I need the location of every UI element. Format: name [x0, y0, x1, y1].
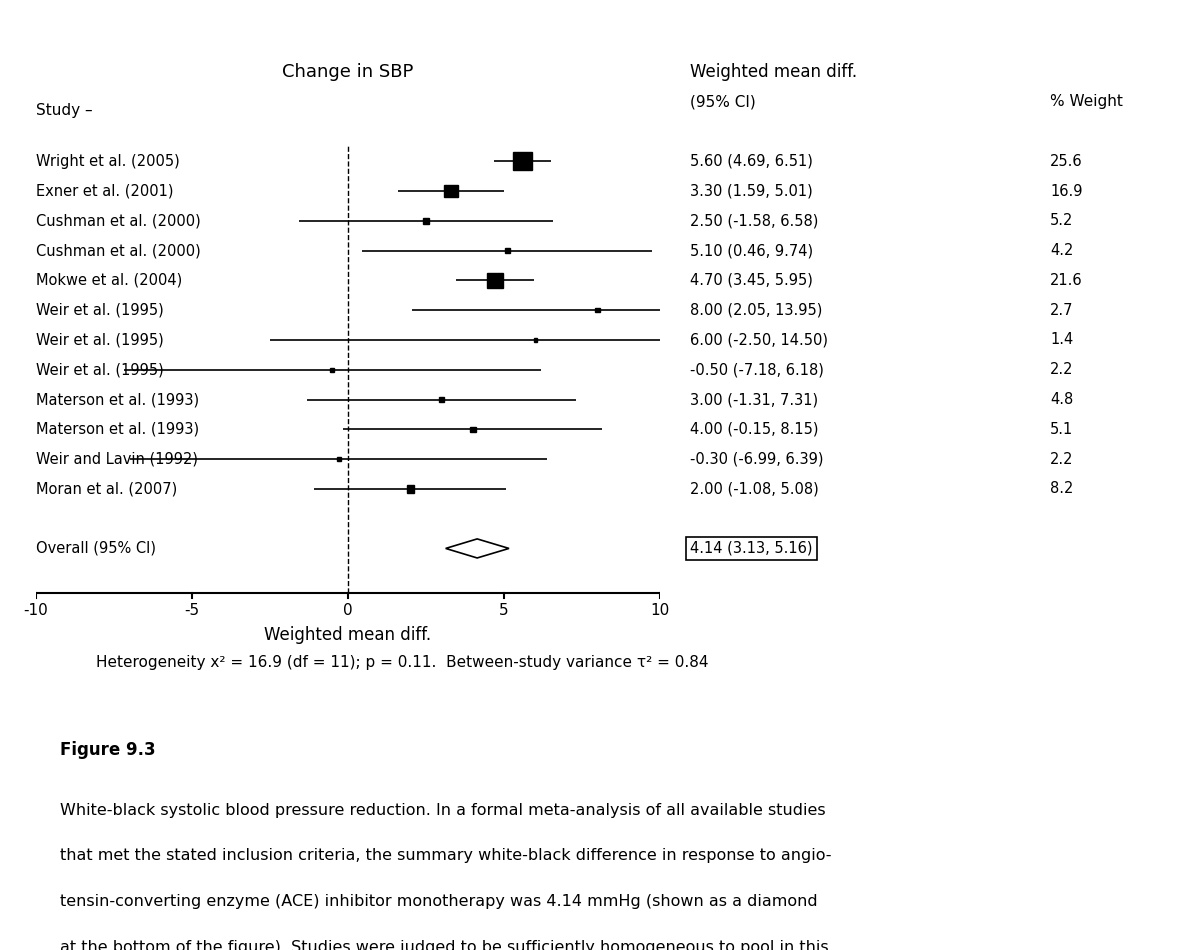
Text: 10: 10 [650, 603, 670, 618]
Text: 4.8: 4.8 [1050, 392, 1073, 407]
Text: Study –: Study – [36, 104, 92, 118]
Text: Moran et al. (2007): Moran et al. (2007) [36, 482, 178, 496]
Text: % Weight: % Weight [1050, 94, 1123, 109]
Text: 2.2: 2.2 [1050, 451, 1074, 466]
Text: -0.50 (-7.18, 6.18): -0.50 (-7.18, 6.18) [690, 362, 824, 377]
Text: Cushman et al. (2000): Cushman et al. (2000) [36, 214, 200, 228]
Text: -5: -5 [185, 603, 199, 618]
Text: (95% CI): (95% CI) [690, 94, 756, 109]
Text: Weir et al. (1995): Weir et al. (1995) [36, 332, 163, 348]
Text: Exner et al. (2001): Exner et al. (2001) [36, 183, 174, 199]
Text: 5.1: 5.1 [1050, 422, 1073, 437]
Text: 3.30 (1.59, 5.01): 3.30 (1.59, 5.01) [690, 183, 812, 199]
Text: 4.14 (3.13, 5.16): 4.14 (3.13, 5.16) [690, 541, 812, 556]
Text: 5: 5 [499, 603, 509, 618]
Text: White-black systolic blood pressure reduction. In a formal meta-analysis of all : White-black systolic blood pressure redu… [60, 803, 826, 818]
Bar [595, 308, 600, 313]
Text: Weir et al. (1995): Weir et al. (1995) [36, 303, 163, 317]
Text: Overall (95% CI): Overall (95% CI) [36, 541, 156, 556]
Text: -10: -10 [24, 603, 48, 618]
Bar [504, 248, 510, 253]
Text: Weighted mean diff.: Weighted mean diff. [264, 626, 432, 644]
Text: 3.00 (-1.31, 7.31): 3.00 (-1.31, 7.31) [690, 392, 818, 407]
Bar [439, 397, 444, 402]
Text: 21.6: 21.6 [1050, 273, 1082, 288]
Text: Wright et al. (2005): Wright et al. (2005) [36, 154, 180, 169]
Text: Mokwe et al. (2004): Mokwe et al. (2004) [36, 273, 182, 288]
Text: 2.2: 2.2 [1050, 362, 1074, 377]
Bar [424, 218, 428, 223]
Text: 4.70 (3.45, 5.95): 4.70 (3.45, 5.95) [690, 273, 812, 288]
Bar [330, 368, 335, 371]
Bar [444, 184, 457, 198]
Text: Heterogeneity x² = 16.9 (df = 11); p = 0.11.  Between-study variance τ² = 0.84: Heterogeneity x² = 16.9 (df = 11); p = 0… [96, 656, 708, 671]
Text: Figure 9.3: Figure 9.3 [60, 741, 156, 759]
Text: Weir and Lavin (1992): Weir and Lavin (1992) [36, 451, 198, 466]
Bar [470, 427, 475, 432]
Text: Materson et al. (1993): Materson et al. (1993) [36, 422, 199, 437]
Text: 1.4: 1.4 [1050, 332, 1073, 348]
Text: 16.9: 16.9 [1050, 183, 1082, 199]
Text: Cushman et al. (2000): Cushman et al. (2000) [36, 243, 200, 258]
Bar [514, 152, 532, 170]
Text: 6.00 (-2.50, 14.50): 6.00 (-2.50, 14.50) [690, 332, 828, 348]
Text: 2.50 (-1.58, 6.58): 2.50 (-1.58, 6.58) [690, 214, 818, 228]
Bar [407, 485, 414, 492]
Text: 5.60 (4.69, 6.51): 5.60 (4.69, 6.51) [690, 154, 812, 169]
Bar [486, 273, 503, 288]
Text: Materson et al. (1993): Materson et al. (1993) [36, 392, 199, 407]
Text: 5.2: 5.2 [1050, 214, 1073, 228]
Text: 4.00 (-0.15, 8.15): 4.00 (-0.15, 8.15) [690, 422, 818, 437]
Text: Weighted mean diff.: Weighted mean diff. [690, 63, 857, 81]
Text: -0.30 (-6.99, 6.39): -0.30 (-6.99, 6.39) [690, 451, 823, 466]
Text: that met the stated inclusion criteria, the summary white-black difference in re: that met the stated inclusion criteria, … [60, 848, 832, 864]
Text: 8.00 (2.05, 13.95): 8.00 (2.05, 13.95) [690, 303, 822, 317]
Text: 2.7: 2.7 [1050, 303, 1074, 317]
Text: 0: 0 [343, 603, 353, 618]
Text: Weir et al. (1995): Weir et al. (1995) [36, 362, 163, 377]
Polygon shape [445, 539, 509, 558]
Text: 8.2: 8.2 [1050, 482, 1073, 496]
Text: at the bottom of the figure). Studies were judged to be sufficiently homogeneous: at the bottom of the figure). Studies we… [60, 940, 829, 950]
Text: Change in SBP: Change in SBP [282, 63, 414, 81]
Bar [337, 457, 341, 461]
Text: 4.2: 4.2 [1050, 243, 1073, 258]
Text: 2.00 (-1.08, 5.08): 2.00 (-1.08, 5.08) [690, 482, 818, 496]
Bar [534, 338, 536, 342]
Text: 25.6: 25.6 [1050, 154, 1082, 169]
Text: tensin-converting enzyme (ACE) inhibitor monotherapy was 4.14 mmHg (shown as a d: tensin-converting enzyme (ACE) inhibitor… [60, 894, 817, 909]
Text: 5.10 (0.46, 9.74): 5.10 (0.46, 9.74) [690, 243, 814, 258]
